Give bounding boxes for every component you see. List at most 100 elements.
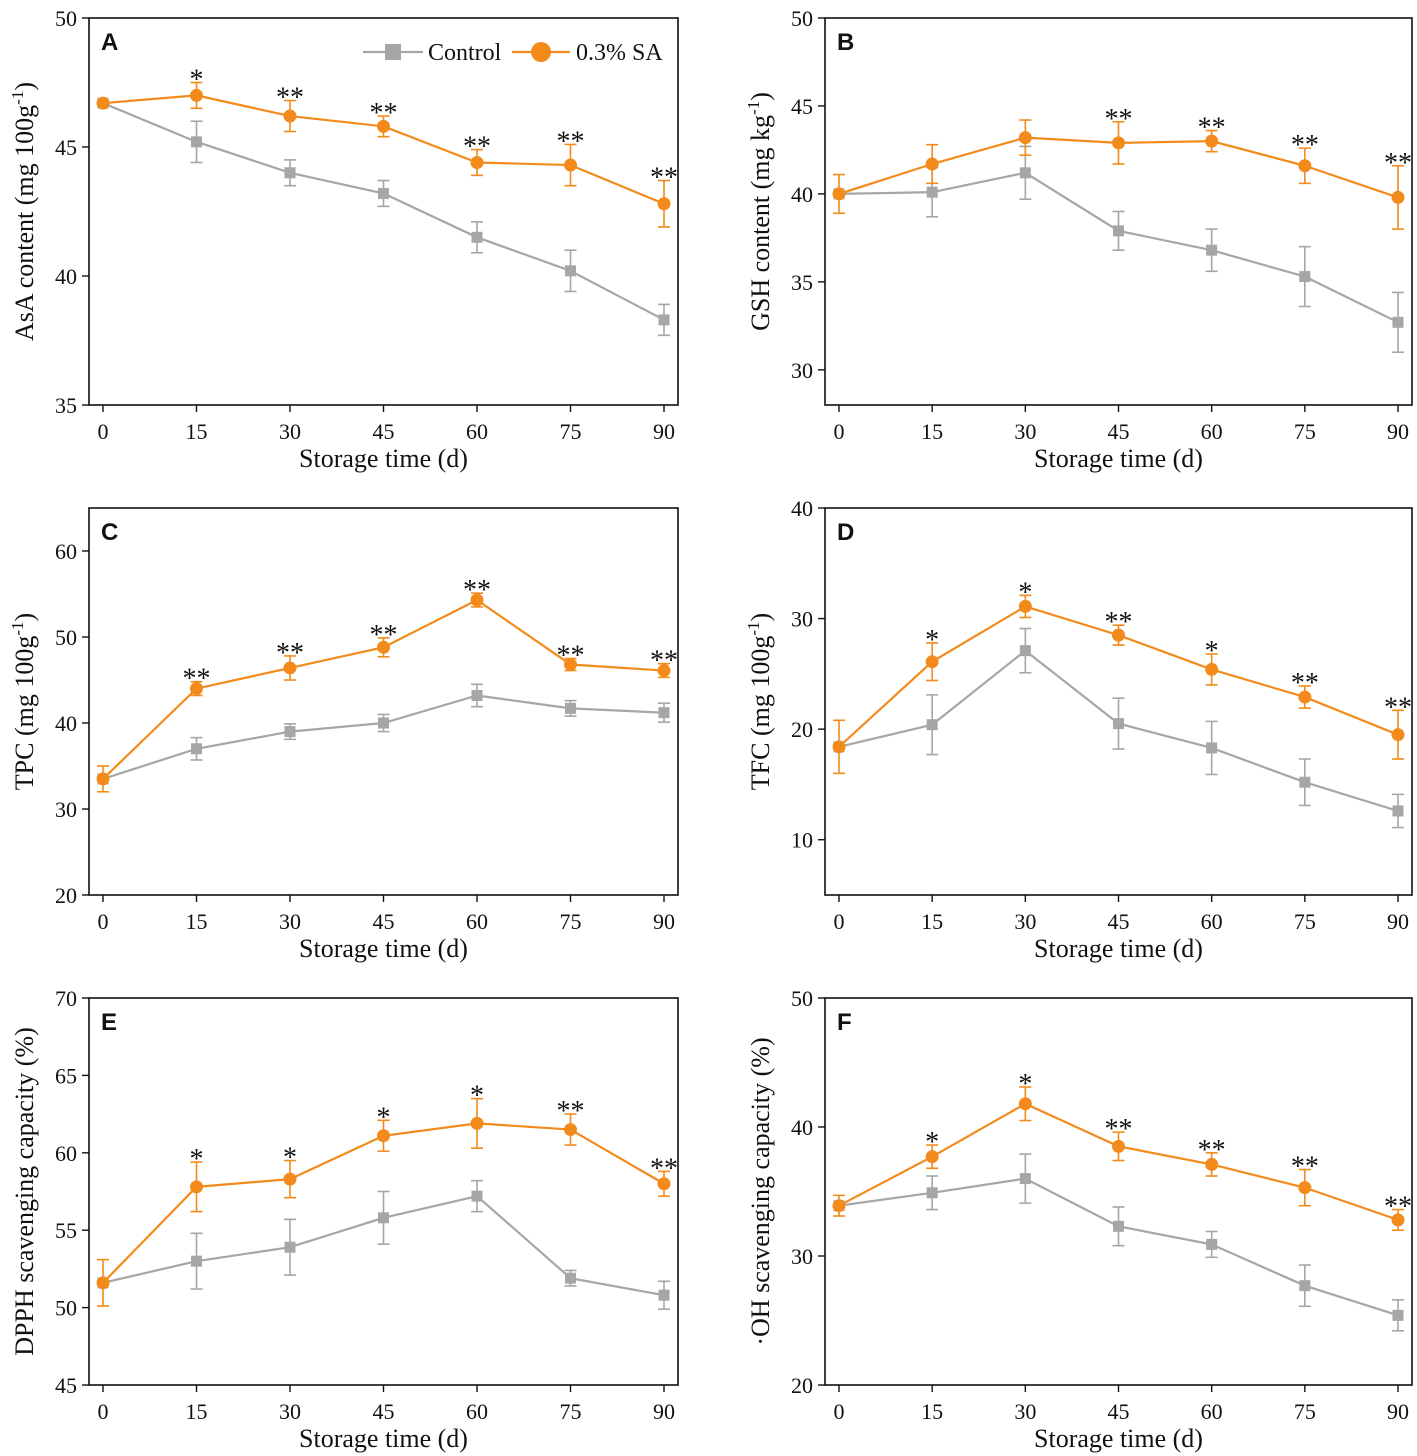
data-point (96, 1276, 110, 1290)
data-point (377, 119, 390, 133)
series-control (97, 1179, 670, 1310)
series-line (838, 1177, 1399, 1317)
data-point (190, 1180, 203, 1194)
data-point (470, 155, 484, 169)
x-tick-label: 60 (466, 419, 488, 444)
significance-marker: ** (650, 646, 678, 677)
x-axis-title: Storage time (d) (1034, 444, 1203, 473)
y-tick-label: 20 (791, 717, 813, 742)
significance-marker: ** (557, 641, 585, 672)
y-axis-title: AsA content (mg 100g-1) (8, 82, 39, 341)
plot-frame (824, 997, 1413, 1386)
x-tick-label: 30 (279, 909, 301, 934)
series-sa (832, 119, 1405, 230)
data-point (564, 158, 577, 172)
significance-marker: ** (463, 132, 491, 163)
legend: Control 0.3% SA (363, 40, 663, 66)
significance-marker: * (470, 1081, 484, 1112)
data-point (926, 1187, 938, 1199)
data-point (1205, 134, 1219, 148)
y-tick-label: 50 (55, 625, 77, 650)
chart-panel-b: B 0 15 30 45 60 75 90 30 35 40 45 50 Storage time (d)… (744, 6, 1413, 473)
significance-marker: ** (1105, 1114, 1133, 1145)
series-control (97, 683, 670, 785)
data-point (1299, 271, 1311, 283)
data-point (378, 187, 389, 199)
data-point (832, 187, 846, 201)
data-point (658, 314, 670, 326)
data-point (471, 689, 483, 701)
panel-letter: B (837, 29, 854, 56)
panel-letter: C (101, 519, 118, 546)
series-line (102, 694, 665, 780)
data-point (1391, 728, 1405, 742)
data-point (1298, 159, 1312, 173)
x-axis-title: Storage time (d) (299, 1424, 468, 1453)
data-point (1018, 131, 1032, 145)
series-sa (96, 592, 671, 793)
data-point (283, 661, 297, 675)
data-point (1019, 1173, 1031, 1185)
y-tick-label: 50 (791, 6, 813, 31)
data-point (925, 157, 939, 171)
significance-marker: ** (1291, 1152, 1319, 1183)
x-tick-label: 75 (560, 1399, 582, 1424)
x-tick-label: 0 (98, 909, 109, 934)
significance-marker: * (1018, 1069, 1032, 1100)
panel-letter: F (837, 1009, 852, 1036)
x-tick-label: 30 (1014, 1399, 1036, 1424)
chart-panel-d: D 0 15 30 45 60 75 90 10 20 30 40 Storage time (d) TF… (744, 496, 1413, 963)
x-tick-label: 90 (653, 1399, 675, 1424)
data-point (471, 231, 483, 243)
x-tick-label: 30 (1014, 419, 1036, 444)
data-point (565, 265, 576, 277)
series-control (97, 97, 670, 337)
significance-marker: ** (1198, 113, 1226, 144)
x-tick-label: 15 (921, 909, 943, 934)
y-tick-label: 45 (791, 94, 813, 119)
data-point (657, 1177, 671, 1191)
significance-marker: * (190, 1144, 204, 1175)
data-point (190, 682, 203, 696)
y-tick-label: 40 (55, 711, 77, 736)
x-tick-label: 0 (834, 419, 845, 444)
x-tick-label: 75 (560, 909, 582, 934)
data-point (1206, 1238, 1218, 1250)
data-point (1205, 1157, 1219, 1171)
y-axis-title: GSH content (mg kg-1) (744, 92, 775, 331)
x-tick-label: 45 (373, 419, 395, 444)
significance-marker: ** (650, 1153, 678, 1184)
significance-marker: * (925, 625, 939, 656)
panel-letter: E (101, 1009, 117, 1036)
significance-marker: * (190, 65, 204, 96)
y-tick-label: 45 (55, 135, 77, 160)
series-control (833, 627, 1404, 829)
x-tick-label: 60 (466, 909, 488, 934)
data-point (1206, 244, 1218, 256)
significance-marker: ** (276, 83, 304, 114)
y-tick-label: 60 (55, 1141, 77, 1166)
significance-marker: ** (370, 98, 398, 129)
data-point (1019, 645, 1031, 657)
series-sa (96, 1097, 671, 1307)
y-tick-label: 40 (791, 1115, 813, 1140)
x-tick-label: 15 (186, 1399, 208, 1424)
significance-marker: ** (1384, 1192, 1412, 1223)
plot-frame (88, 507, 679, 896)
x-tick-label: 60 (1201, 419, 1223, 444)
y-tick-label: 55 (55, 1218, 77, 1243)
data-point (1392, 316, 1404, 328)
data-point (1018, 1097, 1032, 1111)
y-axis-title: DPPH scavenging capacity (%) (10, 1027, 39, 1356)
x-tick-label: 90 (1387, 419, 1409, 444)
y-tick-label: 30 (791, 607, 813, 632)
data-point (658, 1289, 670, 1301)
x-tick-label: 75 (1294, 419, 1316, 444)
y-tick-label: 20 (791, 1373, 813, 1398)
significance-marker: * (925, 1127, 939, 1158)
significance-marker: ** (1291, 130, 1319, 161)
legend-control-label: Control (428, 40, 502, 66)
y-tick-label: 30 (791, 1244, 813, 1269)
x-tick-label: 45 (373, 909, 395, 934)
